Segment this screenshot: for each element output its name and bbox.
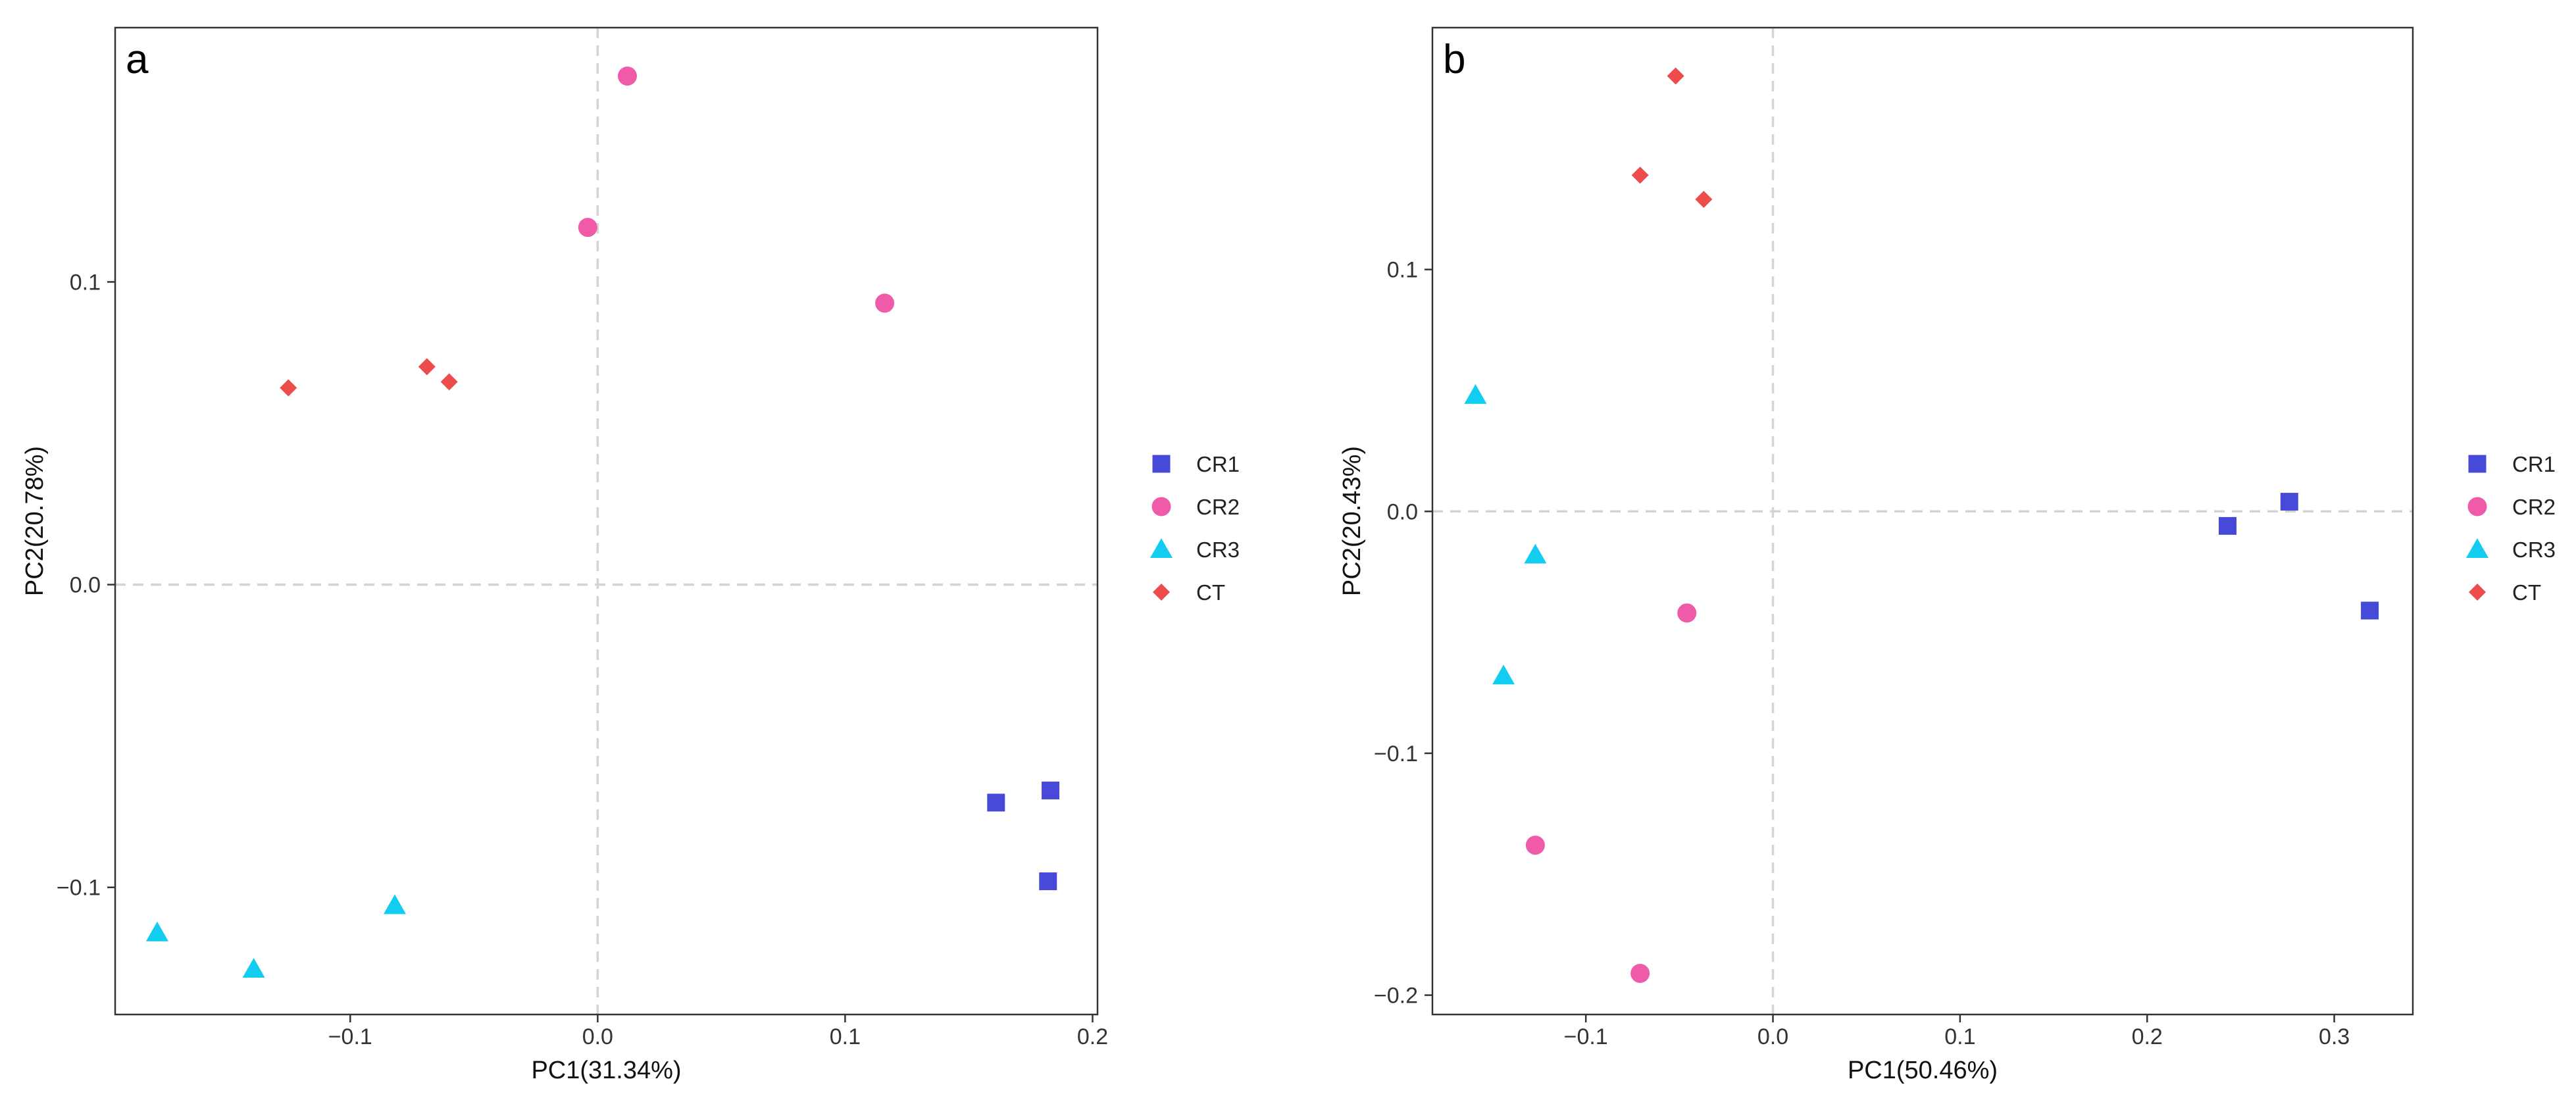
x-tick-label: 0.0 <box>582 1024 613 1049</box>
data-point-cr3 <box>1524 543 1547 564</box>
legend-label: CR3 <box>2512 538 2556 562</box>
y-axis-title: PC2(20.43%) <box>1338 446 1366 596</box>
y-tick-label: 0.1 <box>70 270 101 295</box>
data-point-cr1 <box>2218 516 2236 535</box>
data-point-cr2 <box>1525 836 1545 855</box>
legend-label: CR1 <box>2512 452 2556 476</box>
data-point-cr3 <box>383 894 406 914</box>
data-point-ct <box>1695 191 1713 209</box>
legend: CR1 CR2 CR3 CT <box>2466 452 2556 605</box>
legend-key-cr3 <box>1150 538 1173 558</box>
data-point-cr2 <box>1677 603 1697 623</box>
x-tick-label: −0.1 <box>328 1024 372 1049</box>
y-tick-label: 0.1 <box>1387 258 1418 283</box>
y-tick-label: 0.0 <box>1387 499 1418 524</box>
y-tick-label: −0.2 <box>1374 984 1418 1009</box>
legend-label: CR3 <box>1196 538 1240 562</box>
data-point-cr3 <box>242 957 265 978</box>
legend-label: CR2 <box>1196 495 1240 519</box>
legend-key-cr2 <box>2467 497 2487 516</box>
data-point-cr2 <box>617 66 637 86</box>
legend-label: CT <box>1196 580 1225 605</box>
data-point-cr2 <box>1630 964 1650 983</box>
x-tick-label: 0.1 <box>1944 1024 1975 1049</box>
data-point-cr3 <box>1492 664 1515 685</box>
panel-b: −0.1 0.0 0.1 0.2 0.3 −0.2 −0.1 0.0 0.1 PC1(50.46%… <box>1338 26 2556 1084</box>
legend-label: CT <box>2512 580 2541 605</box>
data-point-ct <box>1631 166 1649 184</box>
panel-a: −0.1 0.0 0.1 0.2 −0.1 0.0 0.1 PC1(31.34%) PC2(20… <box>21 26 1240 1084</box>
plot-frame <box>114 26 1099 1016</box>
data-point-cr3 <box>145 921 168 941</box>
x-tick-label: 0.1 <box>830 1024 861 1049</box>
legend-label: CR2 <box>2512 495 2556 519</box>
panel-letter: b <box>1443 37 1465 82</box>
y-tick-label: −0.1 <box>57 876 101 901</box>
x-tick-label: −0.1 <box>1564 1024 1608 1049</box>
legend-key-cr2 <box>1151 497 1171 516</box>
data-point-ct <box>418 358 436 376</box>
data-point-cr2 <box>578 218 597 238</box>
x-tick-label: 0.2 <box>1077 1024 1108 1049</box>
data-point-ct <box>280 379 297 397</box>
x-axis-title: PC1(50.46%) <box>1848 1057 1998 1084</box>
data-point-cr1 <box>2361 601 2379 620</box>
data-point-cr1 <box>1042 782 1060 800</box>
legend-key-cr1 <box>2468 455 2487 473</box>
y-axis-title: PC2(20.78%) <box>21 446 49 596</box>
data-point-cr1 <box>1039 872 1057 891</box>
legend-key-cr3 <box>2466 538 2488 558</box>
plot-frame <box>1431 26 2414 1016</box>
data-point-cr3 <box>1464 384 1487 404</box>
x-tick-label: 0.2 <box>2132 1024 2163 1049</box>
data-point-cr1 <box>2280 493 2298 511</box>
x-tick-label: 0.3 <box>2319 1024 2350 1049</box>
legend: CR1 CR2 CR3 CT <box>1150 452 1240 605</box>
data-point-ct <box>1667 67 1684 85</box>
y-tick-label: 0.0 <box>70 573 101 598</box>
legend-key-ct <box>1153 584 1170 601</box>
data-point-cr1 <box>987 793 1005 812</box>
panel-letter: a <box>126 37 149 82</box>
legend-label: CR1 <box>1196 452 1240 476</box>
legend-key-cr1 <box>1152 455 1171 473</box>
y-tick-label: −0.1 <box>1374 741 1418 766</box>
data-point-ct <box>440 373 458 391</box>
x-axis-title: PC1(31.34%) <box>531 1057 681 1084</box>
x-tick-label: 0.0 <box>1757 1024 1788 1049</box>
legend-key-ct <box>2469 584 2486 601</box>
data-point-cr2 <box>875 293 895 313</box>
